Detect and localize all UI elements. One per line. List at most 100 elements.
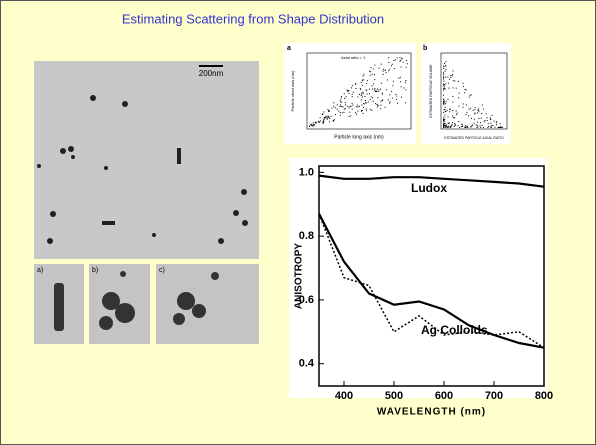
dot (462, 82, 464, 84)
dot (452, 121, 454, 123)
dot (340, 101, 342, 103)
dot (325, 115, 327, 117)
dot (476, 124, 478, 126)
dot (446, 109, 448, 111)
dot (464, 89, 466, 91)
dot (380, 88, 382, 90)
dot (443, 77, 445, 79)
dot (444, 125, 446, 127)
dot (444, 66, 446, 68)
dot (361, 94, 363, 96)
dot (485, 113, 487, 115)
dot (443, 120, 445, 122)
dot (327, 115, 329, 117)
dot (466, 125, 468, 127)
dot (445, 76, 447, 78)
dot (374, 64, 376, 66)
dot (443, 126, 445, 128)
dot (380, 100, 382, 102)
dot (471, 124, 473, 126)
dot (338, 110, 340, 112)
dot (380, 82, 382, 84)
dot (382, 73, 384, 75)
dot (396, 98, 398, 100)
dot (470, 117, 472, 119)
dot (405, 80, 407, 82)
dot (335, 114, 337, 116)
dot (380, 63, 382, 65)
dot (358, 105, 360, 107)
dot (443, 84, 445, 86)
dot (350, 87, 352, 89)
dot (328, 110, 330, 112)
dot (323, 111, 325, 113)
dot (366, 90, 368, 92)
dot (480, 126, 482, 128)
dot (497, 126, 499, 128)
dot (310, 124, 312, 126)
dot (371, 73, 373, 75)
dot (491, 125, 493, 127)
dot (405, 66, 407, 68)
dot (486, 117, 488, 119)
dot (366, 93, 368, 95)
dot (358, 94, 360, 96)
dot (393, 67, 395, 69)
dot (376, 91, 378, 93)
dot (452, 115, 454, 117)
dot (476, 112, 478, 114)
dot (396, 102, 398, 104)
dot (405, 89, 407, 91)
dot (444, 122, 446, 124)
dot (451, 75, 453, 77)
dot (396, 57, 398, 59)
dot (443, 103, 445, 105)
dot (443, 123, 445, 125)
dot (496, 124, 498, 126)
data-line (318, 213, 545, 349)
dot (474, 113, 476, 115)
dot (342, 106, 344, 108)
dot (322, 121, 324, 123)
dot (333, 102, 335, 104)
dot (443, 119, 445, 121)
dot (355, 106, 357, 108)
dot (452, 109, 454, 111)
dot (388, 70, 390, 72)
dot (471, 125, 473, 127)
dot (322, 113, 324, 115)
dot (392, 85, 394, 87)
dot (349, 111, 351, 113)
dot (312, 122, 314, 124)
dot (443, 118, 445, 120)
dot (443, 87, 445, 89)
dot (469, 94, 471, 96)
dot (362, 92, 364, 94)
dot (389, 102, 391, 104)
dot (362, 75, 364, 77)
dot (444, 119, 446, 121)
dot (359, 87, 361, 89)
dot (443, 108, 445, 110)
dot (470, 126, 472, 128)
dot (330, 115, 332, 117)
dot (454, 123, 456, 125)
dot (404, 102, 406, 104)
dot (461, 124, 463, 126)
dot (472, 109, 474, 111)
dot (360, 99, 362, 101)
dot (391, 63, 393, 65)
dot (444, 118, 446, 120)
dot (357, 110, 359, 112)
dot (380, 108, 382, 110)
dot (350, 115, 352, 117)
dot (389, 68, 391, 70)
dot (355, 82, 357, 84)
dot (451, 123, 453, 125)
dot (447, 126, 449, 128)
dot (401, 57, 403, 59)
plot-frame (318, 165, 545, 387)
dot (456, 112, 458, 114)
dot (456, 113, 458, 115)
dot (348, 92, 350, 94)
